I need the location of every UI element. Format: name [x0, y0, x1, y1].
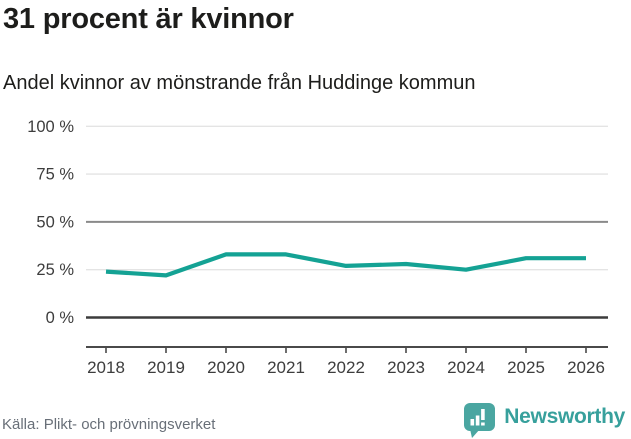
chart-subtitle: Andel kvinnor av mönstrande från Hudding… — [3, 72, 476, 94]
source-caption: Källa: Plikt- och prövningsverket — [2, 416, 216, 433]
y-tick-label: 75 % — [36, 166, 74, 184]
y-tick-label: 0 % — [46, 309, 75, 327]
x-tick-label: 2023 — [387, 358, 425, 377]
x-tick-label: 2019 — [147, 358, 185, 377]
x-tick-label: 2024 — [447, 358, 485, 377]
x-tick-label: 2021 — [267, 358, 305, 377]
y-tick-label: 100 % — [27, 118, 74, 136]
newsworthy-brand[interactable]: Newsworthy — [463, 403, 625, 438]
newsworthy-wordmark: Newsworthy — [504, 405, 625, 428]
x-tick-label: 2020 — [207, 358, 245, 377]
x-tick-label: 2018 — [87, 358, 125, 377]
y-tick-label: 50 % — [36, 213, 74, 231]
data-line — [105, 252, 586, 278]
newsworthy-logo-icon — [464, 403, 496, 438]
x-tick-label: 2025 — [507, 358, 545, 377]
x-tick-label: 2022 — [327, 358, 365, 377]
y-tick-label: 25 % — [36, 261, 74, 279]
chart-title: 31 procent är kvinnor — [3, 3, 294, 35]
line-chart: 0 % 25 % 50 % 75 % 100 % 2018 2019 2020 2021 2022… — [27, 118, 608, 377]
x-tick-label: 2026 — [567, 358, 605, 377]
